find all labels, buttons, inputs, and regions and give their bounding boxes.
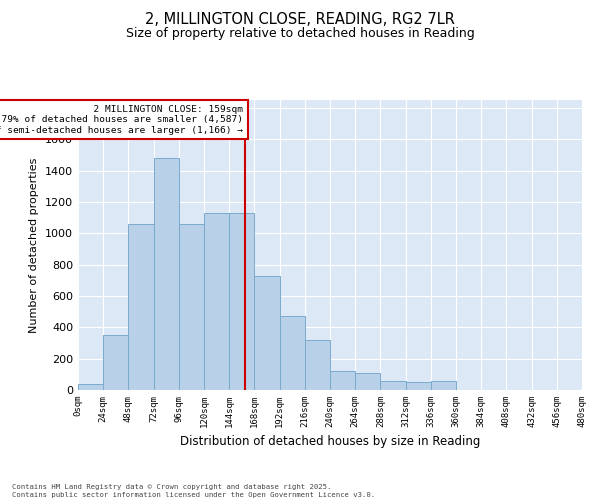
Text: Contains HM Land Registry data © Crown copyright and database right 2025.
Contai: Contains HM Land Registry data © Crown c… [12,484,375,498]
Bar [103,335,128,390]
Bar [204,213,229,390]
X-axis label: Distribution of detached houses by size in Reading: Distribution of detached houses by size … [180,436,480,448]
Bar [406,382,431,390]
Bar [229,213,254,390]
Bar [280,316,305,390]
Text: Size of property relative to detached houses in Reading: Size of property relative to detached ho… [125,28,475,40]
Bar [305,340,330,390]
Bar [431,380,456,390]
Text: 2 MILLINGTON CLOSE: 159sqm
← 79% of detached houses are smaller (4,587)
20% of s: 2 MILLINGTON CLOSE: 159sqm ← 79% of deta… [0,104,243,134]
Bar [380,380,406,390]
Bar [254,276,280,390]
Bar [154,158,179,390]
Bar [355,373,380,390]
Bar [78,384,103,390]
Text: 2, MILLINGTON CLOSE, READING, RG2 7LR: 2, MILLINGTON CLOSE, READING, RG2 7LR [145,12,455,28]
Y-axis label: Number of detached properties: Number of detached properties [29,158,40,332]
Bar [179,224,204,390]
Bar [330,371,355,390]
Bar [128,224,154,390]
